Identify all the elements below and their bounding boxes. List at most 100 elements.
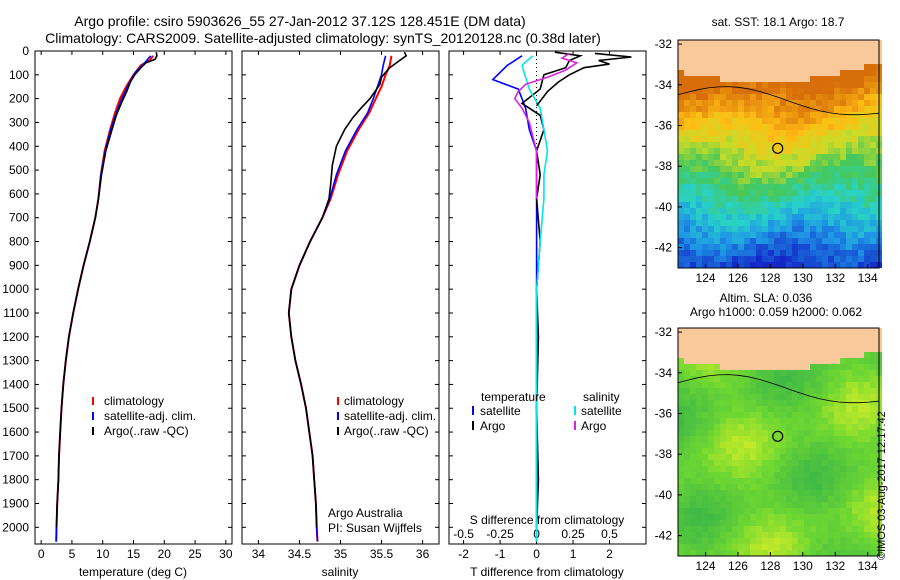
map-cell: [858, 160, 864, 166]
map-cell: [714, 190, 720, 196]
map-cell: [726, 502, 732, 508]
map-cell: [780, 454, 786, 460]
map-cell: [822, 130, 828, 136]
map-cell: [750, 406, 756, 412]
map-cell: [780, 160, 786, 166]
map-cell: [780, 148, 786, 154]
map-cell: [804, 46, 810, 52]
map-cell: [678, 442, 684, 448]
map-cell: [690, 208, 696, 214]
map-cell: [714, 220, 720, 226]
map-cell: [750, 172, 756, 178]
map-cell: [786, 466, 792, 472]
map-cell: [834, 190, 840, 196]
map-cell: [684, 526, 690, 532]
map-cell: [708, 550, 714, 556]
map-cell: [678, 508, 684, 514]
map-cell: [828, 400, 834, 406]
map-cell: [846, 496, 852, 502]
map-cell: [858, 214, 864, 220]
map-cell: [822, 550, 828, 556]
map-cell: [768, 418, 774, 424]
map-cell: [834, 340, 840, 346]
map-cell: [870, 508, 876, 514]
map-cell: [816, 520, 822, 526]
map-cell: [864, 94, 870, 100]
map-cell: [846, 178, 852, 184]
map-cell: [792, 46, 798, 52]
map-cell: [768, 352, 774, 358]
map-cell: [864, 466, 870, 472]
map-cell: [762, 70, 768, 76]
map-cell: [852, 466, 858, 472]
map-cell: [720, 370, 726, 376]
map-cell: [804, 262, 810, 268]
map-cell: [750, 358, 756, 364]
map-cell: [714, 250, 720, 256]
map-cell: [726, 94, 732, 100]
map-cell: [690, 544, 696, 550]
map-cell: [702, 106, 708, 112]
map-cell: [702, 544, 708, 550]
map-cell: [828, 142, 834, 148]
map-cell: [744, 364, 750, 370]
map-cell: [864, 502, 870, 508]
map-cell: [858, 364, 864, 370]
map-cell: [726, 358, 732, 364]
map-cell: [834, 244, 840, 250]
x-tick-label: 132: [825, 271, 845, 285]
map-cell: [828, 130, 834, 136]
map-cell: [732, 40, 738, 46]
map-cell: [720, 238, 726, 244]
map-cell: [690, 100, 696, 106]
map-cell: [870, 82, 876, 88]
map-cell: [756, 526, 762, 532]
map-cell: [756, 82, 762, 88]
map-cell: [720, 250, 726, 256]
map-cell: [810, 124, 816, 130]
map-cell: [708, 328, 714, 334]
map-cell: [738, 112, 744, 118]
map-cell: [846, 478, 852, 484]
y-tick-label: -34: [655, 78, 673, 92]
map-cell: [834, 418, 840, 424]
map-cell: [834, 250, 840, 256]
map-cell: [864, 262, 870, 268]
map-cell: [690, 166, 696, 172]
map-cell: [750, 82, 756, 88]
map-cell: [690, 334, 696, 340]
map-cell: [822, 40, 828, 46]
map-cell: [690, 442, 696, 448]
map-cell: [702, 412, 708, 418]
map-cell: [816, 484, 822, 490]
map-cell: [858, 124, 864, 130]
map-cell: [726, 166, 732, 172]
map-cell: [690, 382, 696, 388]
map-cell: [822, 106, 828, 112]
map-cell: [852, 256, 858, 262]
map-cell: [822, 394, 828, 400]
map-cell: [684, 262, 690, 268]
map-cell: [774, 352, 780, 358]
map-cell: [756, 496, 762, 502]
map-cell: [696, 340, 702, 346]
map-cell: [684, 70, 690, 76]
map-cell: [846, 220, 852, 226]
map-cell: [744, 496, 750, 502]
map-cell: [696, 112, 702, 118]
map-cell: [858, 460, 864, 466]
map-cell: [774, 40, 780, 46]
map-cell: [768, 262, 774, 268]
map-cell: [702, 244, 708, 250]
map-cell: [816, 442, 822, 448]
map-cell: [846, 118, 852, 124]
map-cell: [810, 184, 816, 190]
x-tick-label: 35: [334, 547, 348, 561]
y-tick-label: 900: [9, 258, 29, 272]
map-cell: [714, 178, 720, 184]
map-cell: [690, 238, 696, 244]
map-cell: [858, 340, 864, 346]
map-cell: [756, 472, 762, 478]
map-cell: [708, 58, 714, 64]
map-cell: [756, 64, 762, 70]
